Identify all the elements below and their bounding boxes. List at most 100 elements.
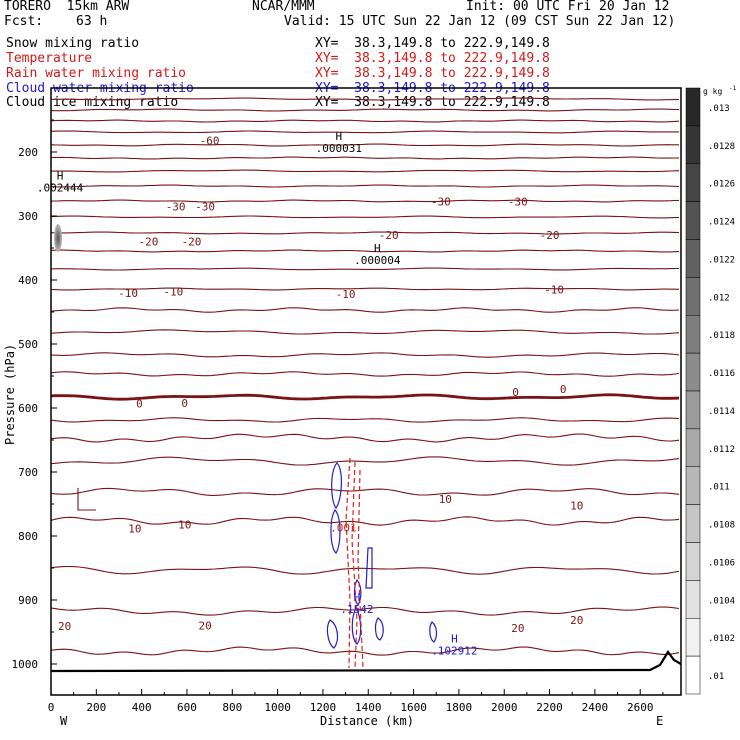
isotherm-line — [51, 371, 680, 377]
isotherm-label: -10 — [336, 288, 356, 301]
isotherm-line — [51, 169, 680, 173]
x-tick-label: 400 — [132, 701, 152, 714]
x-tick-label: 1400 — [355, 701, 382, 714]
colorbar-segment — [685, 239, 701, 278]
isotherm-line — [51, 249, 680, 253]
colorbar-label: .01 — [708, 672, 724, 682]
isotherm-line — [51, 215, 680, 219]
max-marker-h: H — [354, 591, 361, 604]
isotherm-label: -30 — [195, 200, 215, 213]
isotherm-line — [51, 287, 680, 291]
x-tick-label: 600 — [177, 701, 197, 714]
colorbar-label: .0118 — [708, 331, 735, 341]
isotherm-line — [51, 97, 680, 101]
cloud-water-contour — [353, 578, 362, 607]
isotherm-label: 0 — [136, 398, 143, 411]
max-marker-h: H — [57, 170, 64, 183]
isotherm-label: -30 — [431, 195, 451, 208]
colorbar-label: .0116 — [708, 369, 735, 379]
colorbar-segment — [685, 580, 701, 619]
colorbar-segment — [685, 201, 701, 240]
isotherm-label: 20 — [198, 620, 211, 633]
colorbar-segment — [685, 390, 701, 430]
y-tick-label: 400 — [18, 274, 38, 287]
isotherm-line — [51, 143, 679, 147]
legend-temperature-name: Temperature — [6, 51, 93, 66]
isotherm-label: 10 — [128, 522, 141, 535]
cloud-water-contour — [326, 619, 339, 649]
isotherm-label: -10 — [544, 284, 564, 297]
max-marker-value: .1542 — [340, 603, 373, 616]
isotherm-line — [51, 456, 680, 466]
isotherm-line — [51, 156, 680, 160]
isotherm-kink — [77, 488, 96, 511]
colorbar-segment — [685, 618, 701, 657]
cloud-water-contour — [374, 617, 384, 641]
isotherm-line — [51, 646, 680, 656]
isotherm-line — [51, 393, 680, 401]
isotherm-line — [51, 231, 680, 235]
rain-water-contour — [357, 469, 364, 669]
isotherm-line — [51, 119, 680, 123]
isotherm-label: 10 — [439, 493, 452, 506]
colorbar-segment — [685, 315, 701, 354]
x-axis-title: Distance (km) — [320, 714, 414, 728]
isotherm-label: 0 — [512, 386, 519, 399]
colorbar-label: .013 — [708, 104, 730, 114]
isotherm-line — [51, 108, 680, 112]
colorbar-unit-exponent: -1 — [729, 85, 737, 92]
isotherm-label: -20 — [540, 229, 560, 242]
colorbar-segment — [685, 428, 701, 467]
y-tick-label: 800 — [18, 530, 38, 543]
plot-frame — [50, 87, 682, 696]
cloud-water-contour — [330, 508, 341, 554]
colorbar-label: .011 — [708, 483, 730, 493]
x-tick-label: 1600 — [400, 701, 427, 714]
isotherm-label: -30 — [166, 200, 186, 213]
isotherm-line — [51, 606, 680, 616]
max-marker-h: H — [374, 242, 381, 255]
colorbar-label: .0122 — [708, 255, 735, 265]
isotherm-label: 20 — [570, 614, 583, 627]
isotherm-line — [51, 130, 679, 134]
isotherm-line — [51, 565, 680, 575]
isotherm-label: 20 — [58, 620, 71, 633]
y-tick-label: 200 — [18, 146, 38, 159]
cloud-water-contour — [365, 547, 373, 589]
max-marker-value: .102912 — [431, 644, 477, 657]
cloud-water-contour — [331, 462, 342, 510]
rain-water-contour — [345, 457, 351, 669]
x-tick-label: 2000 — [491, 701, 518, 714]
init-time: Init: 00 UTC Fri 20 Jan 12 — [466, 0, 670, 14]
y-tick-label: 300 — [18, 210, 38, 223]
colorbar-label: .0102 — [708, 634, 735, 644]
legend-rain-xy: XY= 38.3,149.8 to 222.9,149.8 — [315, 66, 550, 81]
isotherm-label: 0 — [560, 383, 567, 396]
y-tick-label: 1000 — [12, 658, 39, 671]
isotherm-label: -20 — [139, 236, 159, 249]
isotherm-label: -60 — [200, 134, 220, 147]
valid-time: Valid: 15 UTC Sun 22 Jan 12 (09 CST Sun … — [284, 14, 676, 29]
isotherm-label: 10 — [570, 499, 583, 512]
legend-snow-name: Snow mixing ratio — [6, 36, 140, 51]
colorbar-unit: g kg — [703, 87, 722, 96]
isotherm-label: -30 — [508, 195, 528, 208]
cloud-water-contour — [351, 606, 362, 645]
colorbar-segment — [685, 87, 701, 127]
x-axis-west-label: W — [60, 714, 68, 728]
legend-temperature-xy: XY= 38.3,149.8 to 222.9,149.8 — [315, 51, 550, 66]
colorbar-label: .0114 — [708, 407, 735, 417]
x-tick-label: 800 — [222, 701, 242, 714]
x-axis-east-label: E — [656, 714, 663, 728]
colorbar-segment — [685, 125, 701, 164]
isotherm-label: -20 — [182, 236, 202, 249]
colorbar-segment — [685, 163, 701, 202]
cloud-water-contour — [429, 621, 438, 643]
isotherm-label: 20 — [511, 622, 524, 635]
y-tick-label: 600 — [18, 402, 38, 415]
colorbar-label: .0112 — [708, 445, 735, 455]
colorbar-label: .012 — [708, 293, 730, 303]
y-axis-title: Pressure (hPa) — [3, 344, 17, 445]
x-tick-label: 1800 — [446, 701, 473, 714]
colorbar-segment — [685, 542, 701, 581]
